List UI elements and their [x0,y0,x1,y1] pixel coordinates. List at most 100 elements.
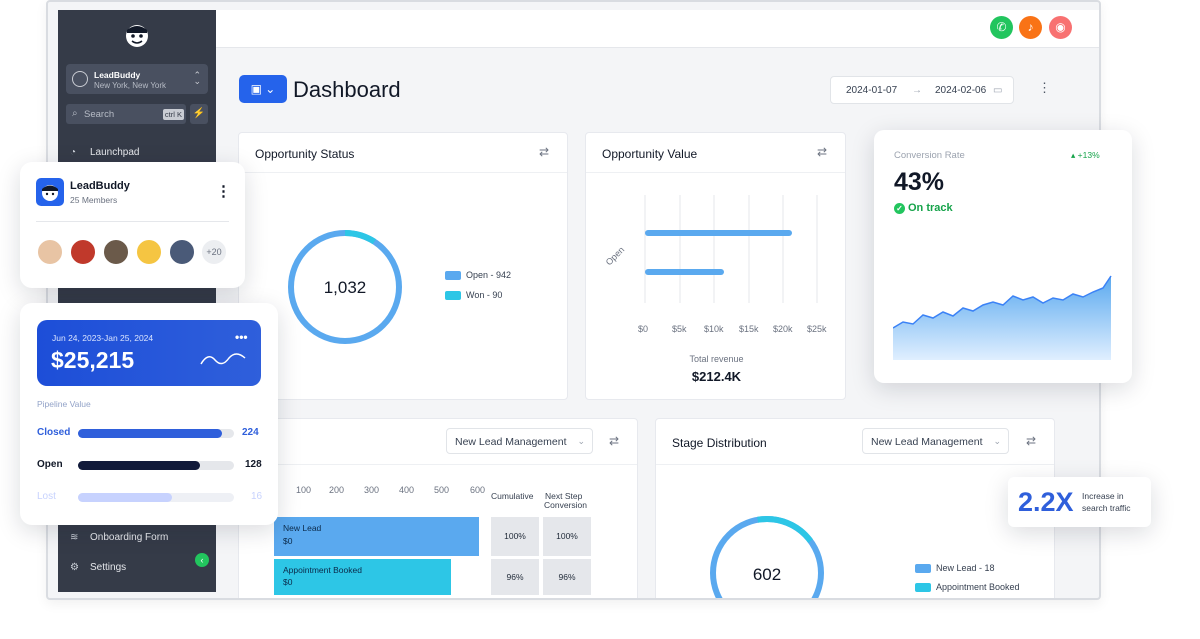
search-traffic-badge: 2.2X Increase in search traffic [1008,477,1151,527]
arrow-right-icon: → [912,85,922,96]
x-tick: 300 [364,485,380,495]
calendar-icon: ▭ [993,85,1003,96]
next-step-cell: 100% [543,517,591,556]
opportunity-value-card: Opportunity Value ⇄ Open $0 $5k $10k $15k… [585,132,846,400]
legend-item: Open - 942 [445,270,511,281]
gear-icon: ⚙ [70,562,79,573]
conversion-area-chart [893,275,1112,360]
sidebar-item-label: Onboarding Form [90,532,169,543]
more-members-count[interactable]: +20 [200,238,228,266]
lightning-button[interactable]: ⚡ [190,104,208,124]
account-switcher[interactable]: LeadBuddy New York, New York ⌃ ⌄ [66,64,208,94]
more-vertical-icon[interactable]: ⋮ [216,183,231,200]
sparkline-icon [200,353,246,365]
search-icon: ⌕ [72,108,78,119]
opportunity-value-bar-chart [644,195,818,303]
conversion-rate-card: Conversion Rate ▴ +13% 43% ✓ On track [874,130,1132,383]
conversion-label: Conversion Rate [894,150,965,161]
on-track-status: ✓ On track [894,202,953,214]
collapse-sidebar-button[interactable]: ‹ [195,553,209,567]
sidebar-item-onboarding-form[interactable]: ≋ Onboarding Form [70,532,168,543]
x-tick: $10k [704,324,724,334]
x-tick: $0 [638,324,649,334]
phone-icon[interactable]: ✆ [990,16,1013,39]
card-title: Opportunity Status [255,147,355,161]
account-name: LeadBuddy [94,70,141,80]
stage-pipeline-dropdown[interactable]: New Lead Management ⌄ [862,428,1009,454]
team-name: LeadBuddy [70,180,130,192]
rocket-icon: ◔ [70,147,77,158]
funnel-bar-appointment-booked: Appointment Booked $0 [274,559,451,595]
wifi-icon: ≋ [70,532,79,543]
closed-label: Closed [37,427,71,438]
avatar[interactable] [102,238,130,266]
view-switcher-button[interactable]: ▣ ⌄ [239,75,287,103]
conversion-change: ▴ +13% [1071,150,1100,160]
top-bar: ✆ ♪ ◉ [216,10,1099,48]
card-title: Opportunity Value [602,147,698,161]
avatar[interactable] [135,238,163,266]
account-avatar-icon [72,71,88,87]
lost-label: Lost [37,491,56,502]
opportunity-status-card: Opportunity Status ⇄ 1,032 Open - 942 Won… [238,132,568,400]
column-conversion: Conversion [544,500,587,510]
x-tick: $5k [672,324,687,334]
cumulative-cell: 100% [491,517,539,556]
user-avatar-icon[interactable]: ◉ [1049,16,1072,39]
more-horizontal-icon[interactable]: ••• [235,330,248,344]
filter-icon[interactable]: ⇄ [1025,434,1036,448]
sidebar-item-settings[interactable]: ⚙ Settings [70,562,126,573]
chevron-down-icon: ⌄ [993,436,1001,446]
column-next-step: Next Step [545,491,583,501]
x-tick: 200 [329,485,345,495]
total-revenue-value: $212.4K [691,369,742,384]
funnel-card: el New Lead Management⌄ ⇄ 100 200 300 40… [238,418,638,598]
open-label: Open [37,459,63,470]
cumulative-cell: 96% [491,559,539,595]
pipeline-date-range: Jun 24, 2023-Jan 25, 2024 [52,333,154,343]
column-cumulative: Cumulative [491,491,534,501]
avatar[interactable] [69,238,97,266]
team-members: 25 Members [70,195,118,205]
sidebar-search[interactable]: ⌕ Search ctrl K [66,104,186,124]
search-shortcut: ctrl K [162,109,184,120]
avatar[interactable] [36,238,64,266]
more-options-icon[interactable]: ⋮ [1038,80,1051,95]
sidebar-item-label: Settings [90,562,127,573]
divider [36,221,229,222]
open-progress [78,461,234,470]
search-traffic-line1: Increase in [1082,491,1124,501]
search-traffic-line2: search traffic [1082,503,1131,513]
funnel-bar-new-lead: New Lead $0 [274,517,479,556]
next-step-cell: 96% [543,559,591,595]
sidebar-item-label: Launchpad [90,147,140,158]
bell-icon[interactable]: ♪ [1019,16,1042,39]
open-count: 128 [245,459,262,470]
opportunity-status-donut [288,230,402,344]
chevron-down-icon: ⌄ [577,436,585,446]
chevron-updown-icon: ⌃ ⌄ [193,70,201,86]
search-placeholder: Search [84,109,115,120]
sidebar-item-launchpad[interactable]: ◔ Launchpad [70,147,140,158]
x-tick: 100 [296,485,312,495]
funnel-pipeline-dropdown[interactable]: New Lead Management ⌄ [446,428,593,454]
filter-icon[interactable]: ⇄ [608,434,619,448]
legend-item: New Lead - 18 [915,563,995,574]
date-end: 2024-02-06 [935,85,987,96]
pipeline-summary: Jun 24, 2023-Jan 25, 2024 ••• $25,215 [37,320,261,386]
date-range-picker[interactable]: 2024-01-07 → 2024-02-06 ▭ [830,76,1014,104]
team-logo-icon [36,178,64,206]
avatar[interactable] [168,238,196,266]
filter-icon[interactable]: ⇄ [538,145,549,159]
lost-count: 16 [251,491,263,502]
bar-open-secondary [645,269,724,275]
x-tick: 600 [470,485,486,495]
filter-icon[interactable]: ⇄ [816,145,827,159]
team-card: LeadBuddy 25 Members ⋮ [20,162,245,288]
total-revenue-label: Total revenue [689,354,744,364]
closed-progress [78,429,234,438]
bar-open [645,230,792,236]
triangle-up-icon: ▴ [1071,150,1076,160]
pipeline-label: Pipeline Value [37,399,91,409]
legend-item: Won - 90 [445,290,502,301]
